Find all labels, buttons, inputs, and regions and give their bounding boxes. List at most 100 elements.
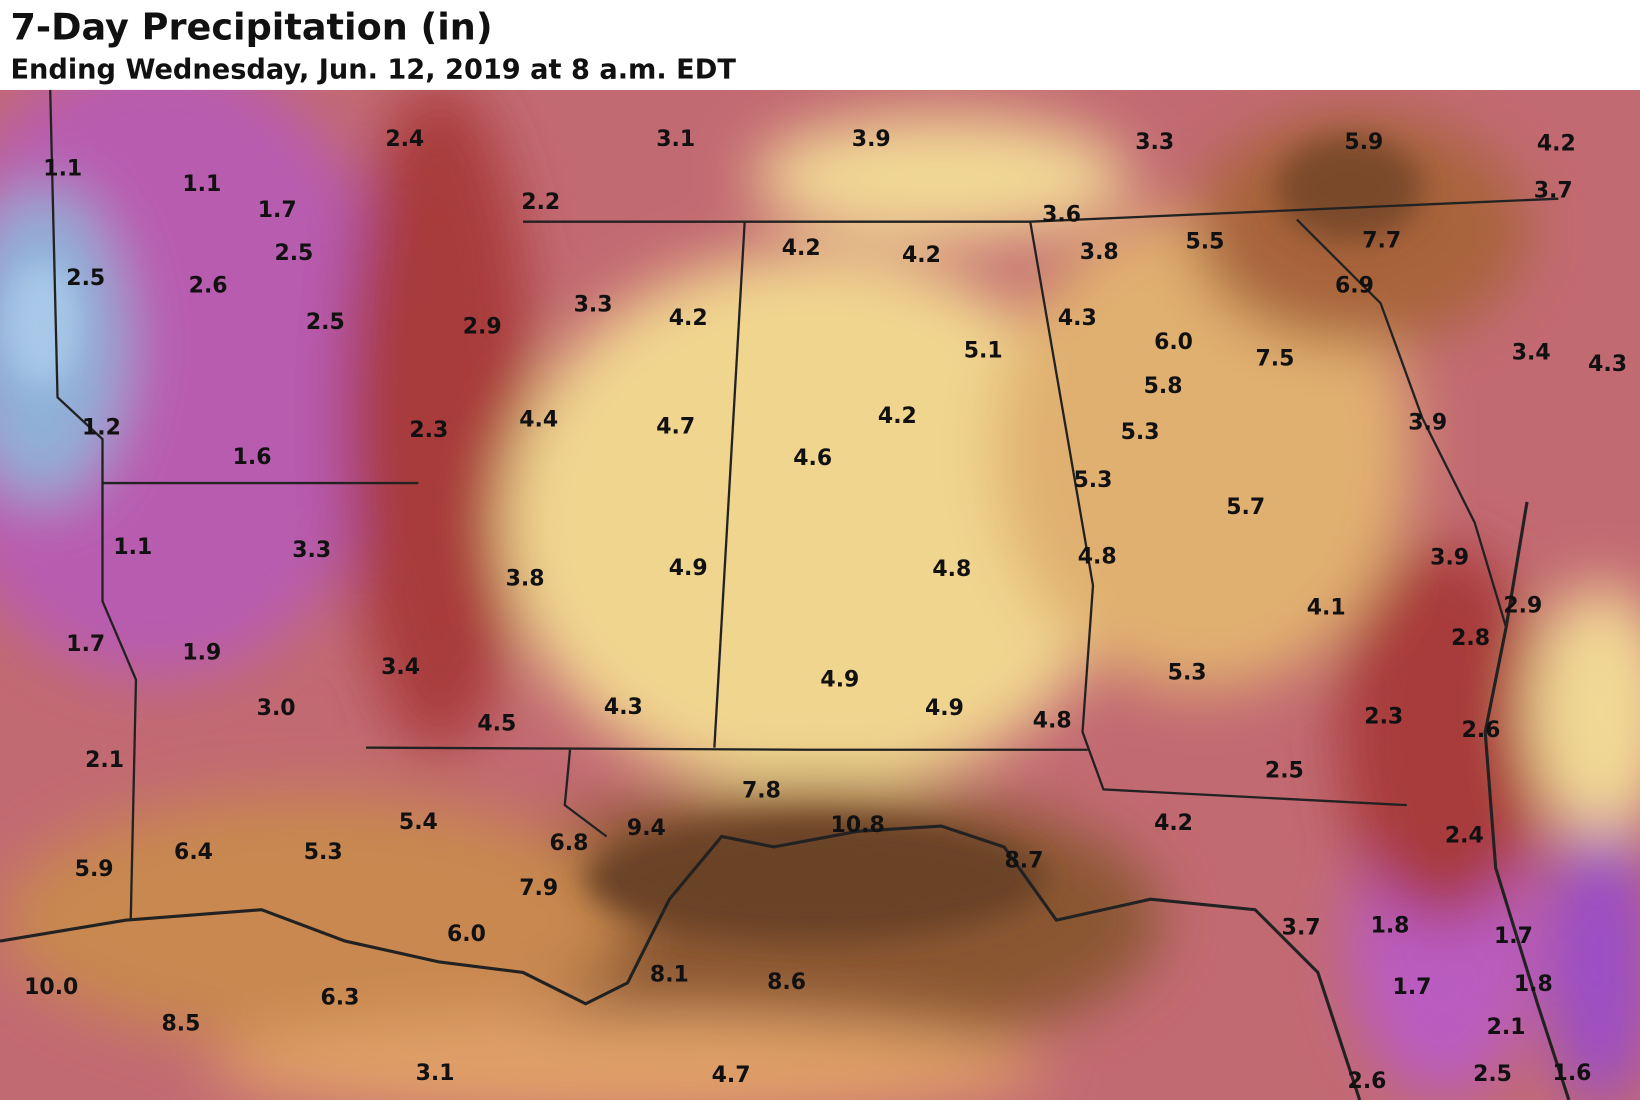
precip-label: 4.9 (820, 668, 859, 693)
precip-label: 4.1 (1307, 596, 1346, 621)
precip-label: 4.9 (925, 696, 964, 721)
precip-label: 4.2 (782, 236, 821, 261)
precipitation-field (0, 89, 1640, 1100)
precip-label: 3.9 (852, 127, 891, 152)
precip-label: 10.0 (24, 975, 78, 1000)
precip-label: 3.4 (1512, 340, 1551, 365)
precip-label: 7.8 (742, 779, 781, 804)
precip-label: 4.8 (1033, 708, 1072, 733)
precip-label: 3.1 (656, 127, 695, 152)
precip-label: 3.9 (1408, 410, 1447, 435)
precip-label: 4.2 (1154, 811, 1193, 836)
precip-label: 8.7 (1005, 849, 1044, 874)
precip-label: 8.1 (650, 963, 689, 988)
precip-label: 1.1 (182, 172, 221, 197)
precip-label: 1.1 (43, 156, 82, 181)
precip-label: 1.7 (66, 632, 105, 657)
precip-label: 4.7 (712, 1063, 751, 1088)
precip-label: 4.3 (1588, 352, 1627, 377)
precip-label: 5.3 (1121, 420, 1160, 445)
precip-label: 4.3 (604, 695, 643, 720)
precip-label: 3.8 (506, 566, 545, 591)
precip-label: 3.3 (574, 292, 613, 317)
precip-label: 3.3 (1135, 130, 1174, 155)
precip-label: 3.4 (381, 655, 420, 680)
precip-label: 7.5 (1256, 347, 1295, 372)
precip-label: 3.9 (1430, 545, 1469, 570)
precip-label: 4.5 (477, 712, 516, 737)
precip-label: 1.6 (233, 445, 272, 470)
precip-label: 2.5 (1265, 759, 1304, 784)
precip-label: 6.0 (1154, 330, 1193, 355)
precip-label: 4.3 (1058, 306, 1097, 331)
precip-label: 4.2 (1537, 131, 1576, 156)
precip-label: 4.8 (1078, 544, 1117, 569)
precip-label: 4.2 (878, 404, 917, 429)
precip-label: 6.4 (174, 840, 213, 865)
precip-label: 2.3 (1364, 704, 1403, 729)
precip-label: 2.5 (306, 310, 345, 335)
precip-label: 7.9 (519, 876, 558, 901)
precip-label: 4.2 (669, 306, 708, 331)
precip-label: 1.7 (258, 198, 297, 223)
precip-label: 8.5 (161, 1012, 200, 1037)
precip-label: 7.7 (1362, 229, 1401, 254)
precip-label: 5.3 (1168, 660, 1207, 685)
precip-label: 2.8 (1451, 626, 1490, 651)
precip-label: 3.8 (1080, 240, 1119, 265)
precip-label: 2.9 (463, 314, 502, 339)
precip-label: 2.4 (385, 127, 424, 152)
precip-label: 1.6 (1553, 1061, 1592, 1086)
precip-label: 6.0 (447, 922, 486, 947)
precip-label: 5.7 (1226, 495, 1265, 520)
precip-label: 2.6 (1348, 1069, 1387, 1094)
precip-label: 2.2 (521, 190, 560, 215)
precip-label: 4.9 (669, 556, 708, 581)
precip-label: 5.8 (1144, 374, 1183, 399)
precip-label: 1.8 (1514, 972, 1553, 997)
precip-label: 2.1 (1487, 1015, 1526, 1040)
precip-label: 4.4 (519, 407, 558, 432)
precip-label: 4.2 (902, 243, 941, 268)
precip-label: 4.7 (656, 415, 695, 440)
precip-label: 5.1 (964, 338, 1003, 363)
precip-label: 9.4 (627, 816, 666, 841)
precip-label: 5.9 (75, 857, 114, 882)
precip-label: 5.4 (399, 810, 438, 835)
label-layer: 1.1 1.1 1.7 2.4 3.1 3.9 3.3 5.9 4.2 3.7 2.2 3.6 2.5 2… (24, 127, 1627, 1094)
precip-label: 1.7 (1393, 975, 1432, 1000)
precip-label: 2.4 (1445, 824, 1484, 849)
precip-label: 1.7 (1494, 924, 1533, 949)
precip-label: 4.6 (793, 446, 832, 471)
precip-label: 3.7 (1534, 178, 1573, 203)
precip-label: 10.8 (831, 813, 885, 838)
precip-label: 1.2 (82, 416, 121, 441)
precip-label: 2.9 (1503, 593, 1542, 618)
precip-label: 3.7 (1282, 916, 1321, 941)
precip-label: 3.3 (292, 538, 331, 563)
title: 7-Day Precipitation (in) (10, 6, 492, 49)
precip-label: 4.8 (932, 557, 971, 582)
header-background (0, 0, 1640, 90)
subtitle: Ending Wednesday, Jun. 12, 2019 at 8 a.m… (10, 54, 736, 85)
precip-label: 8.6 (767, 970, 806, 995)
precip-label: 2.5 (66, 266, 105, 291)
precip-label: 6.3 (320, 986, 359, 1011)
precip-label: 5.5 (1185, 230, 1224, 255)
precip-label: 6.8 (550, 831, 589, 856)
precip-label: 1.1 (113, 535, 152, 560)
precip-label: 5.3 (304, 840, 343, 865)
precip-label: 2.1 (85, 748, 124, 773)
precip-label: 2.3 (409, 418, 448, 443)
precip-label: 5.3 (1074, 468, 1113, 493)
precip-label: 1.9 (182, 641, 221, 666)
precip-label: 6.9 (1335, 274, 1374, 299)
precip-label: 2.6 (1462, 718, 1501, 743)
precip-label: 2.5 (274, 241, 313, 266)
precip-label: 2.6 (189, 274, 228, 299)
precip-label: 3.1 (416, 1061, 455, 1086)
precip-label: 3.0 (257, 696, 296, 721)
precip-label: 3.6 (1042, 202, 1081, 227)
